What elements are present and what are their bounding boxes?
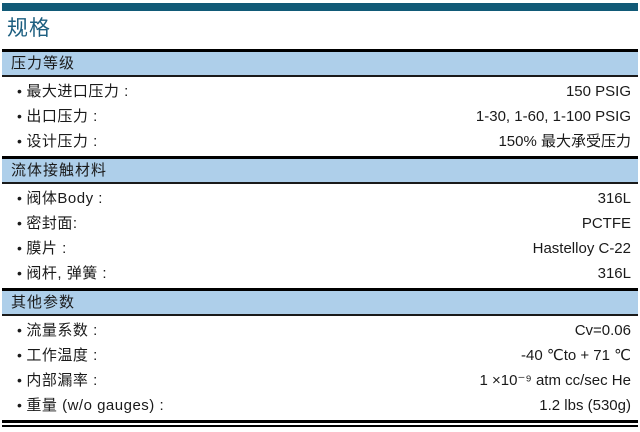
spec-label: • 阀杆, 弹簧 : (2, 261, 107, 286)
section-rows: • 流量系数 : Cv=0.06 • 工作温度 : -40 ℃to + 71 ℃ •… (2, 316, 638, 420)
spec-row-max-inlet-pressure: • 最大进口压力 : 150 PSIG (2, 79, 638, 104)
bullet-icon: • (17, 133, 23, 149)
spec-label: • 内部漏率 : (2, 368, 98, 393)
spec-label-text: 最大进口压力 : (26, 83, 129, 100)
spec-value: 316L (597, 190, 631, 207)
spec-row-stem-spring-material: • 阀杆, 弹簧 : 316L (2, 261, 638, 286)
spec-value: 1-30, 1-60, 1-100 PSIG (475, 108, 631, 125)
bullet-icon: • (17, 265, 23, 281)
spec-row-flow-coefficient: • 流量系数 : Cv=0.06 (2, 318, 638, 343)
bottom-rule-thin (2, 425, 638, 427)
spec-value: -40 ℃to + 71 ℃ (521, 347, 631, 364)
bullet-icon: • (17, 397, 23, 413)
section-header-wetted-materials: 流体接触材料 (2, 156, 638, 184)
spec-label: • 密封面: (2, 211, 78, 236)
section-other-parameters: 其他参数 • 流量系数 : Cv=0.06 • 工作温度 : -40 ℃to + 7… (2, 288, 638, 420)
page-title: 规格 (7, 17, 51, 40)
bullet-icon: • (17, 215, 23, 231)
spec-label: • 膜片 : (2, 236, 67, 261)
spec-label-text: 阀杆, 弹簧 : (26, 265, 108, 282)
spec-label-text: 工作温度 : (26, 347, 98, 364)
spec-label: • 设计压力 : (2, 129, 98, 154)
spec-value: 1.2 lbs (530g) (539, 397, 631, 414)
spec-value: PCTFE (581, 215, 631, 232)
spec-label: • 出口压力 : (2, 104, 98, 129)
spec-label-text: 内部漏率 : (26, 372, 98, 389)
section-rows: • 最大进口压力 : 150 PSIG • 出口压力 : 1-30, 1-60, 1… (2, 77, 638, 156)
spec-label-text: 流量系数 : (26, 322, 98, 339)
spec-row-design-pressure: • 设计压力 : 150% 最大承受压力 (2, 129, 638, 154)
spec-label: • 重量 (w/o gauges) : (2, 393, 164, 418)
section-wetted-materials: 流体接触材料 • 阀体Body : 316L • 密封面: PCTFE • 膜片 : … (2, 156, 638, 288)
bottom-rule-gap (2, 423, 638, 425)
bullet-icon: • (17, 240, 23, 256)
bullet-icon: • (17, 322, 23, 338)
spec-label-text: 出口压力 : (26, 108, 98, 125)
spec-row-operating-temperature: • 工作温度 : -40 ℃to + 71 ℃ (2, 343, 638, 368)
section-pressure-rating: 压力等级 • 最大进口压力 : 150 PSIG • 出口压力 : 1-30, 1-… (2, 49, 638, 156)
spec-value: 150 PSIG (565, 83, 631, 100)
spec-label: • 最大进口压力 : (2, 79, 129, 104)
section-header-pressure-rating: 压力等级 (2, 49, 638, 77)
spec-label-text: 重量 (w/o gauges) : (26, 397, 165, 414)
bullet-icon: • (17, 372, 23, 388)
section-header-other-parameters: 其他参数 (2, 288, 638, 316)
bullet-icon: • (17, 83, 23, 99)
bottom-rule-thick (2, 420, 638, 423)
spec-value: 1 ×10⁻⁹ atm cc/sec He (479, 372, 632, 389)
spec-row-diaphragm-material: • 膜片 : Hastelloy C-22 (2, 236, 638, 261)
spec-row-body-material: • 阀体Body : 316L (2, 186, 638, 211)
bullet-icon: • (17, 190, 23, 206)
spec-row-internal-leak-rate: • 内部漏率 : 1 ×10⁻⁹ atm cc/sec He (2, 368, 638, 393)
bullet-icon: • (17, 108, 23, 124)
spec-value: 150% 最大承受压力 (498, 133, 631, 150)
bullet-icon: • (17, 347, 23, 363)
spec-value: Cv=0.06 (574, 322, 631, 339)
spec-value: Hastelloy C-22 (532, 240, 631, 257)
spec-label: • 阀体Body : (2, 186, 103, 211)
spec-label: • 工作温度 : (2, 343, 98, 368)
spec-label-text: 设计压力 : (26, 133, 98, 150)
spec-row-weight: • 重量 (w/o gauges) : 1.2 lbs (530g) (2, 393, 638, 418)
spec-row-outlet-pressure: • 出口压力 : 1-30, 1-60, 1-100 PSIG (2, 104, 638, 129)
section-rows: • 阀体Body : 316L • 密封面: PCTFE • 膜片 : Hastell… (2, 184, 638, 288)
spec-label-text: 阀体Body : (26, 190, 103, 207)
spec-label: • 流量系数 : (2, 318, 98, 343)
spec-label-text: 膜片 : (26, 240, 67, 257)
top-accent-bar (2, 3, 638, 11)
spec-row-seal-material: • 密封面: PCTFE (2, 211, 638, 236)
spec-value: 316L (597, 265, 631, 282)
spec-label-text: 密封面: (26, 215, 78, 232)
